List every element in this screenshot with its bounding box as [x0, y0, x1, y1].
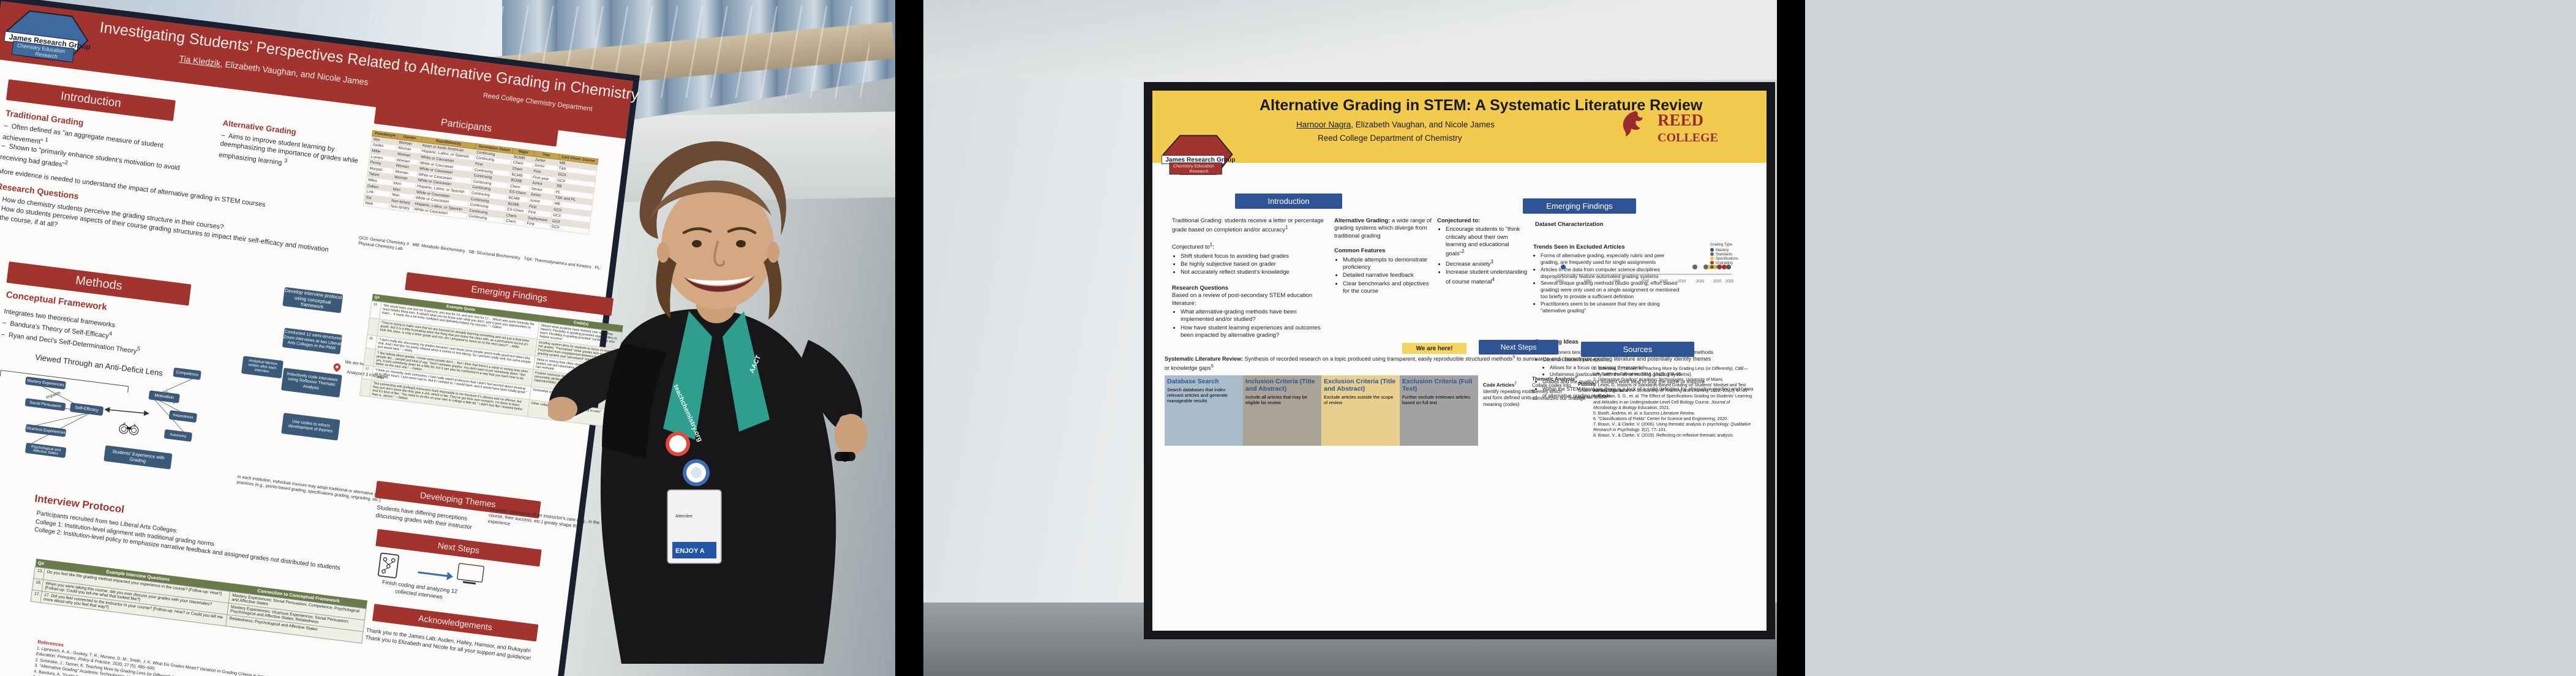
svg-text:Mastery: Mastery	[1716, 249, 1729, 252]
svg-text:1995: 1995	[1612, 280, 1621, 284]
svg-text:1985: 1985	[1555, 280, 1564, 284]
svg-text:Ungrading: Ungrading	[1716, 261, 1733, 265]
svg-text:2000: 2000	[1641, 280, 1650, 284]
svg-text:Chemistry Education: Chemistry Education	[1173, 163, 1214, 168]
svg-text:2020: 2020	[1713, 280, 1722, 284]
svg-text:Specifications: Specifications	[1716, 257, 1738, 261]
svg-text:2010: 2010	[1678, 280, 1686, 284]
svg-text:Attendee: Attendee	[675, 514, 693, 519]
svg-text:2025: 2025	[1725, 280, 1734, 284]
svg-text:Standards: Standards	[1716, 253, 1732, 257]
svg-text:COLLEGE: COLLEGE	[1658, 131, 1718, 145]
svg-text:ENJOY A: ENJOY A	[675, 547, 705, 555]
svg-text:2005: 2005	[1659, 280, 1668, 284]
svg-text:REED: REED	[1658, 111, 1703, 129]
svg-text:Grading Type: Grading Type	[1710, 243, 1733, 247]
svg-text:Other: Other	[1716, 266, 1725, 269]
svg-text:2015: 2015	[1696, 280, 1705, 284]
svg-text:Impacts: Impacts	[45, 391, 61, 400]
svg-text:Research: Research	[1189, 168, 1208, 174]
svg-text:1990: 1990	[1583, 280, 1592, 284]
